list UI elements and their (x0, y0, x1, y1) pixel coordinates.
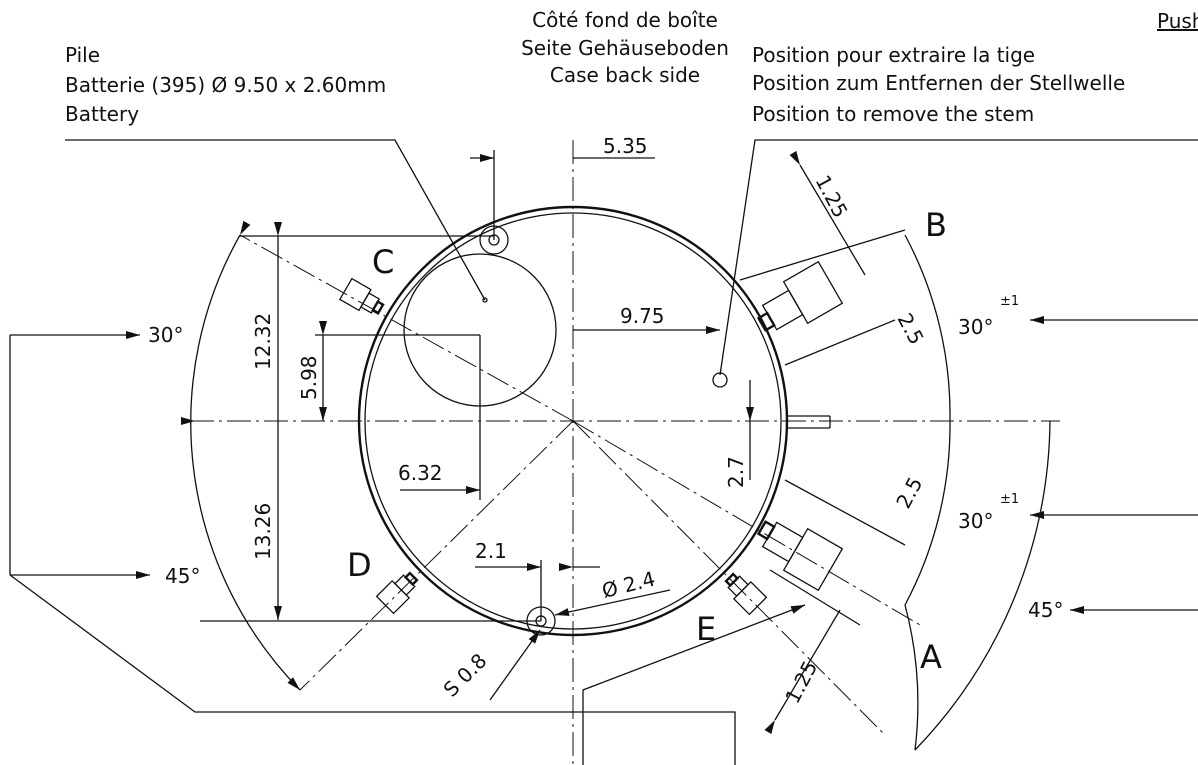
stem-label: Position to remove the stem (752, 102, 1034, 126)
tolerance: ±1 (1000, 294, 1019, 309)
case-back-label: Seite Gehäuseboden (521, 36, 729, 60)
labels: Côté fond de boîte Seite Gehäuseboden Ca… (65, 8, 1198, 707)
pusher-label: D (347, 546, 372, 584)
dimension: 1.25 (811, 171, 853, 222)
dimension: 2.5 (893, 309, 929, 348)
battery-label: Batterie (395) Ø 9.50 x 2.60mm (65, 73, 386, 97)
pusher-label: E (696, 610, 716, 648)
dimension: 9.75 (620, 304, 665, 328)
angle: 45° (165, 564, 200, 588)
drawing: Côté fond de boîte Seite Gehäuseboden Ca… (0, 0, 1198, 765)
pusher-label: B (925, 206, 947, 244)
pusher-label: C (372, 243, 394, 281)
dimension: 2.5 (891, 473, 927, 512)
angle: 45° (1028, 598, 1063, 622)
dimension: 2.7 (724, 456, 748, 488)
stem-label: Position pour extraire la tige (752, 43, 1035, 67)
angle: 30° (958, 509, 993, 533)
battery-label: Battery (65, 102, 139, 126)
dimension: 13.26 (251, 503, 275, 560)
pusher-label: A (920, 638, 942, 676)
dimension: S 0.8 (439, 649, 492, 702)
dimension: 12.32 (251, 313, 275, 370)
dimension: 6.32 (398, 461, 443, 485)
geometry (10, 140, 1198, 765)
case-back-label: Case back side (550, 63, 700, 87)
dimension: 5.35 (603, 134, 648, 158)
case-back-label: Côté fond de boîte (532, 8, 718, 32)
dimension: 5.98 (297, 355, 321, 400)
tolerance: ±1 (1000, 492, 1019, 507)
angle: 30° (958, 315, 993, 339)
push-label: Push (1157, 9, 1198, 33)
battery-label: Pile (65, 43, 100, 67)
dimension: 2.1 (475, 539, 507, 563)
angle: 30° (148, 323, 183, 347)
dimension: 1.25 (780, 657, 822, 708)
stem-label: Position zum Entfernen der Stellwelle (752, 71, 1125, 95)
dimension: Ø 2.4 (599, 567, 657, 603)
